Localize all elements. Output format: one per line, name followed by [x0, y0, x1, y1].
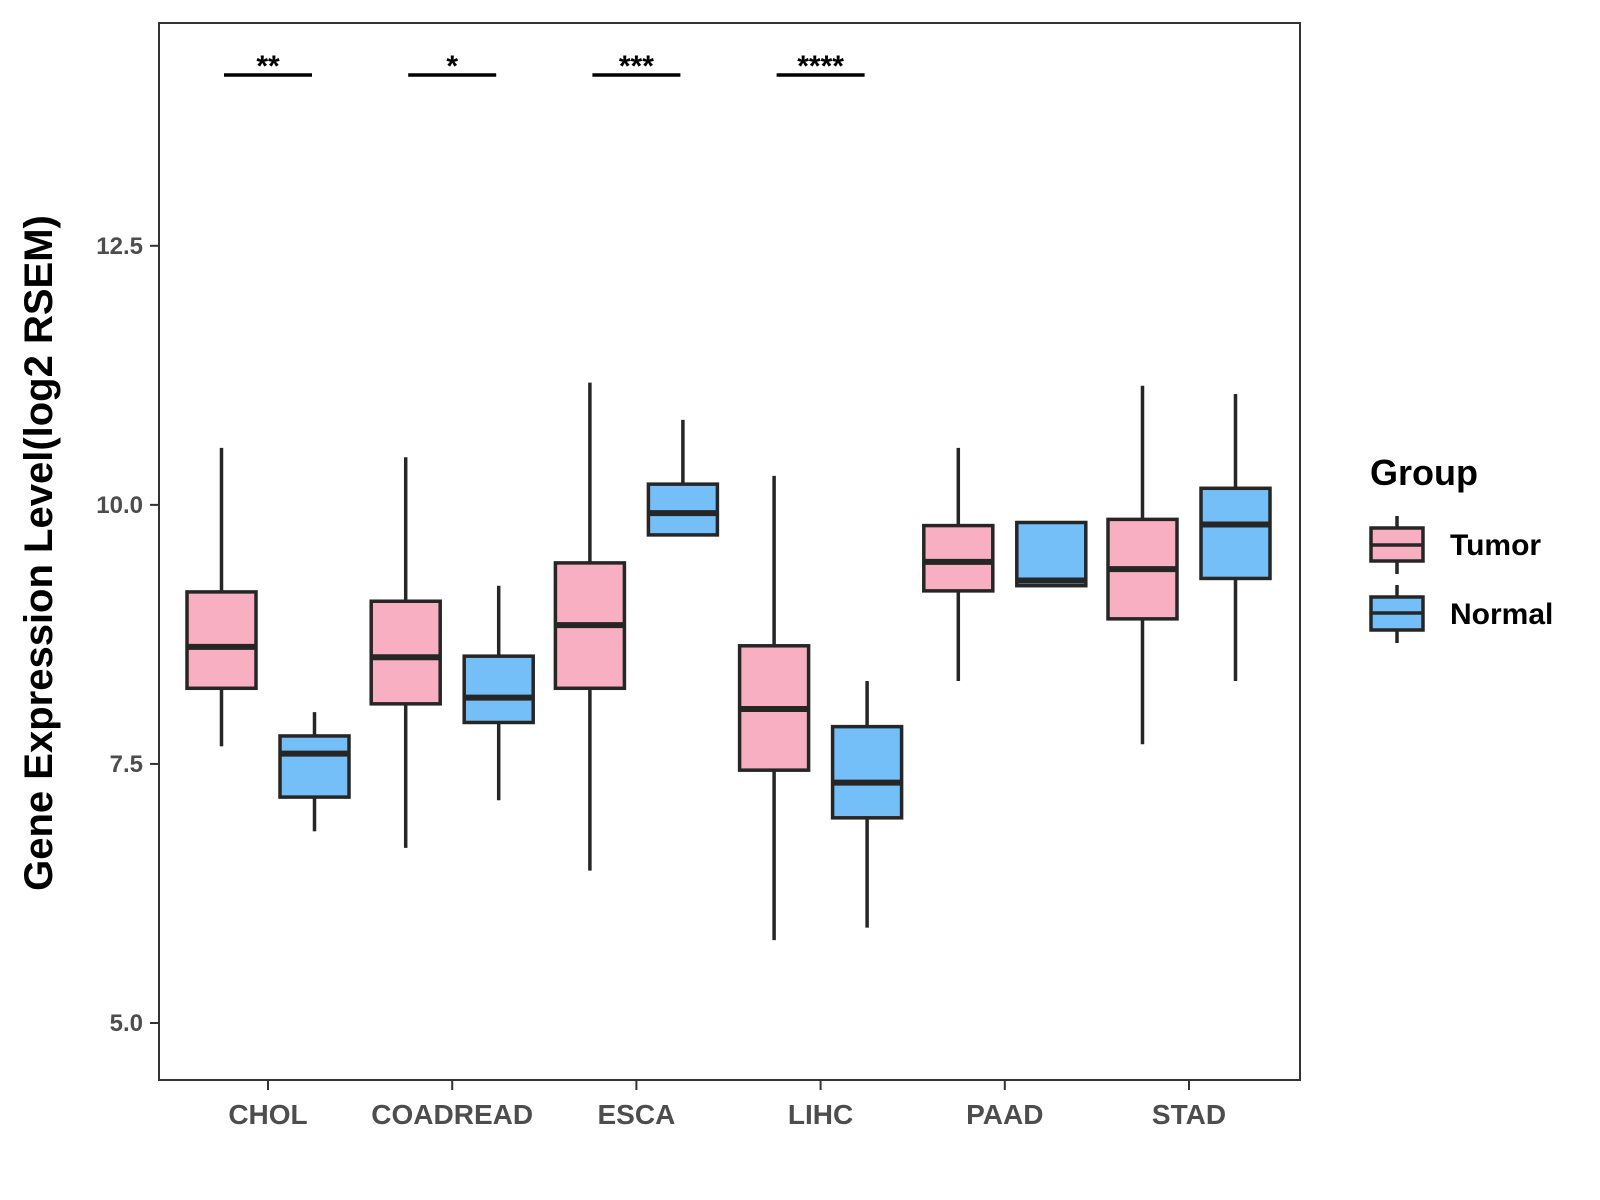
box-body	[830, 724, 904, 820]
significance-label: ****	[797, 50, 844, 83]
box-normal-chol	[278, 712, 351, 832]
plot-panel-border	[158, 22, 1301, 1081]
y-tick-label: 5.0	[110, 1010, 143, 1037]
significance-esca: ***	[592, 50, 681, 83]
y-tick-label: 10.0	[96, 492, 143, 519]
significance-label: *	[446, 50, 458, 83]
x-tick-label-esca: ESCA	[598, 1099, 676, 1130]
box-body	[369, 599, 442, 706]
box-normal-stad	[1199, 393, 1272, 682]
legend-title: Group	[1370, 452, 1478, 493]
significance-chol: **	[224, 50, 312, 83]
y-axis-title: Gene Expression Level(log2 RSEM)	[17, 215, 61, 891]
significance-label: ***	[619, 50, 654, 83]
legend-items: Tumor Normal	[1369, 516, 1553, 643]
box-normal-coadread	[462, 585, 535, 801]
legend-label-normal: Normal	[1450, 598, 1553, 631]
significance-label: **	[256, 50, 280, 83]
legend-item-normal: Normal	[1369, 585, 1553, 643]
significance-lihc: ****	[776, 50, 865, 83]
box-body	[1199, 486, 1272, 581]
box-tumor-stad	[1106, 385, 1179, 745]
box-normal-esca	[646, 419, 720, 537]
legend-label-tumor: Tumor	[1450, 529, 1541, 562]
boxes-layer	[185, 382, 1272, 941]
significance-layer: ** * *** ****	[224, 50, 865, 83]
x-tick-label-coadread: COADREAD	[371, 1099, 533, 1130]
box-tumor-coadread	[369, 457, 442, 848]
x-tick-label-lihc: LIHC	[788, 1099, 853, 1130]
legend: Group Tumor Normal	[1369, 452, 1553, 643]
box-body	[278, 734, 351, 799]
x-tick-label-chol: CHOL	[228, 1099, 307, 1130]
box-tumor-chol	[185, 447, 258, 747]
box-body	[1015, 520, 1088, 588]
y-tick-label: 7.5	[110, 751, 143, 778]
box-normal-lihc	[830, 681, 904, 928]
box-body	[922, 523, 995, 593]
significance-coadread: *	[408, 50, 497, 83]
box-body	[462, 654, 535, 725]
x-tick-label-stad: STAD	[1152, 1099, 1226, 1130]
box-body	[646, 482, 720, 537]
box-normal-paad	[1015, 520, 1088, 588]
box-tumor-esca	[553, 382, 627, 871]
x-tick-label-paad: PAAD	[966, 1099, 1043, 1130]
legend-item-tumor: Tumor	[1369, 516, 1541, 574]
box-body	[185, 590, 258, 691]
box-tumor-paad	[922, 447, 995, 682]
y-tick-label: 12.5	[96, 233, 143, 260]
box-tumor-lihc	[737, 475, 811, 941]
axes-layer: 5.0 7.5 10.0 12.5 CHOL COADREAD ESCA LIHC PAAD ST…	[96, 22, 1301, 1130]
